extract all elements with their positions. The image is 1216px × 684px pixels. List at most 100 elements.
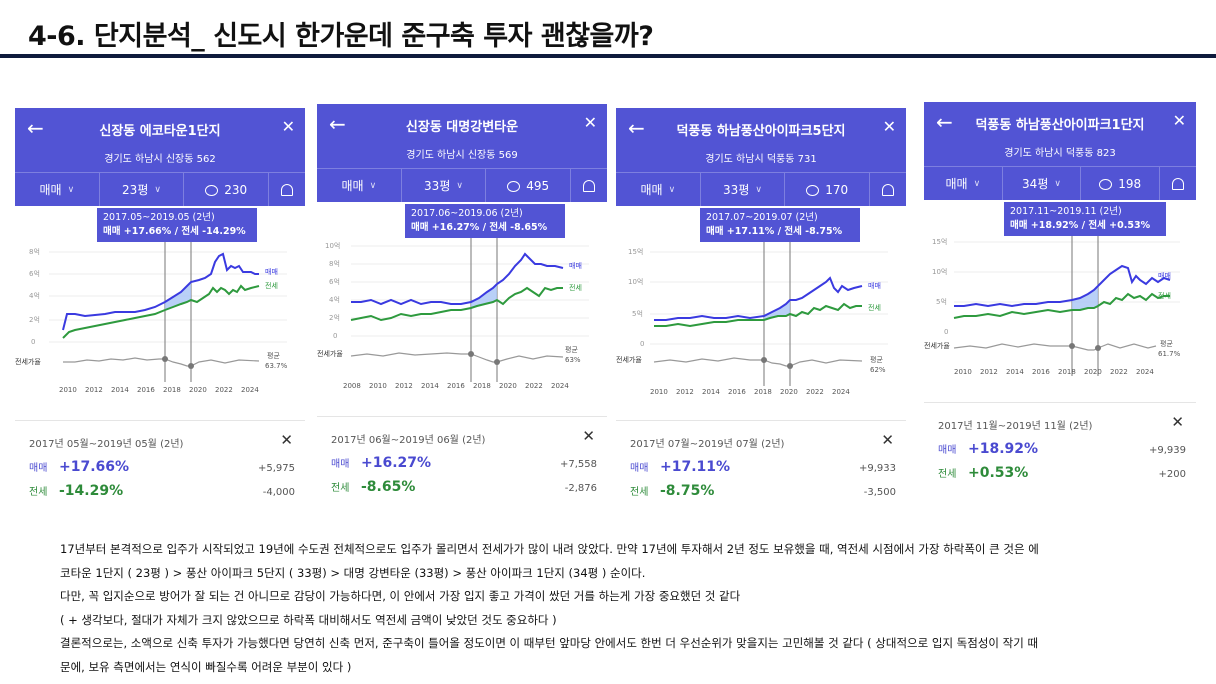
y-tick: 8억: [29, 248, 40, 256]
price-chart[interactable]: 15억 10억 5억 0 매매 전세 전세가율 평균 61.7% 2010 20…: [924, 236, 1196, 402]
price-chart[interactable]: 8억 6억 4억 2억 0 매매 전세 전세가율 평균 63.7% 2010 2…: [15, 242, 305, 408]
price-chart[interactable]: 10억 8억 6억 4억 2억 0 매매 전세 전세가율 평균 63% 2008…: [317, 238, 607, 404]
close-icon[interactable]: ✕: [582, 427, 595, 445]
alarm-button[interactable]: [1160, 167, 1196, 200]
deal-type-select[interactable]: 매매 ∨: [616, 173, 701, 206]
note-line: 결론적으로는, 소액으로 신축 투자가 가능했다면 당연히 신축 먼저, 준구축…: [60, 636, 1039, 650]
trade-amount: +7,558: [559, 459, 597, 470]
y-tick: 0: [944, 328, 948, 336]
back-arrow-icon[interactable]: ←: [329, 112, 346, 136]
y-tick: 2억: [29, 316, 40, 324]
x-tick: 2024: [241, 386, 259, 394]
tooltip-period: 2017.07~2019.07 (2년): [706, 212, 818, 223]
price-chart-svg: 8억 6억 4억 2억 0 매매 전세 전세가율 평균 63.7% 2010 2…: [15, 242, 288, 394]
price-chart-svg: 15억 10억 5억 0 매매 전세 전세가율 평균 62% 2010 2012…: [616, 242, 888, 396]
tooltip-change: 매매 +18.92% / 전세 +0.53%: [1010, 220, 1151, 231]
back-arrow-icon[interactable]: ←: [27, 116, 44, 140]
period-tooltip: 2017.07~2019.07 (2년) 매매 +17.11% / 전세 -8.…: [700, 208, 860, 242]
trade-line: [654, 276, 863, 321]
ratio-label: 전세가율: [616, 355, 642, 364]
x-tick: 2018: [1058, 368, 1076, 376]
x-tick: 2014: [421, 382, 439, 390]
x-tick: 2016: [728, 388, 746, 396]
chevron-down-icon: ∨: [755, 184, 762, 195]
tooltip-period: 2017.06~2019.06 (2년): [411, 208, 523, 219]
back-arrow-icon[interactable]: ←: [936, 110, 953, 134]
trade-amount: +5,975: [257, 463, 295, 474]
comments-button[interactable]: 230: [184, 173, 270, 206]
y-tick: 5억: [632, 310, 643, 318]
page-title: 4-6. 단지분석_ 신도시 한가운데 준구축 투자 괜찮을까?: [28, 21, 654, 52]
deal-type-select[interactable]: 매매 ∨: [924, 167, 1003, 200]
trade-line: [351, 252, 564, 306]
close-icon[interactable]: ✕: [583, 113, 597, 132]
deal-type-select[interactable]: 매매 ∨: [317, 169, 402, 202]
x-tick: 2022: [215, 386, 233, 394]
alarm-button[interactable]: [269, 173, 305, 206]
close-icon[interactable]: ✕: [280, 431, 293, 449]
period-summary: 2017년 07월~2019년 07월 (2년) ✕ 매매 +17.11% +9…: [616, 420, 906, 504]
period-end-dot: [494, 359, 500, 365]
note-line: 다만, 꼭 입지순으로 방어가 잘 되는 건 아니므로 감당이 가능하다면, 이…: [60, 589, 741, 603]
trade-summary-row: 매매 +16.27% +7,558: [331, 455, 597, 471]
close-icon[interactable]: ✕: [881, 431, 894, 449]
ratio-line: [350, 352, 564, 363]
trade-change: +18.92%: [968, 441, 1039, 457]
trade-amount: +9,933: [858, 463, 896, 474]
y-tick: 8억: [329, 260, 340, 268]
y-tick: 4억: [29, 292, 40, 300]
y-tick: 0: [31, 338, 35, 346]
close-icon[interactable]: ✕: [882, 117, 896, 136]
period-tooltip: 2017.06~2019.06 (2년) 매매 +16.27% / 전세 -8.…: [405, 204, 565, 238]
note-line: ( + 생각보다, 절대가 자체가 크지 않았으므로 하락폭 대비해서도 역전세…: [60, 612, 557, 627]
y-tick: 15억: [932, 238, 947, 246]
trade-change: +17.66%: [59, 459, 130, 475]
comment-bubble-icon: [1099, 179, 1113, 190]
complex-title: 신장동 에코타운1단지: [99, 124, 221, 139]
close-icon[interactable]: ✕: [1171, 413, 1184, 431]
summary-period: 2017년 06월~2019년 06월 (2년): [331, 435, 486, 446]
comments-button[interactable]: 170: [785, 173, 871, 206]
size-select[interactable]: 33평 ∨: [701, 173, 786, 206]
chevron-down-icon: ∨: [668, 184, 676, 195]
x-tick: 2014: [1006, 368, 1024, 376]
x-tick: 2010: [369, 382, 387, 390]
comments-button[interactable]: 495: [486, 169, 572, 202]
ratio-line: [63, 357, 260, 367]
apartment-card-2: ← 덕풍동 하남풍산아이파크5단지 ✕ 경기도 하남시 덕풍동 731 매매 ∨ …: [616, 108, 906, 504]
size-select[interactable]: 23평 ∨: [100, 173, 185, 206]
bell-icon: [882, 183, 895, 196]
trade-legend: 매매: [569, 262, 582, 270]
close-icon[interactable]: ✕: [281, 117, 295, 136]
card-header: ← 신장동 에코타운1단지 ✕ 경기도 하남시 신장동 562 매매 ∨ 23평 ∨…: [15, 108, 305, 206]
ratio-label: 전세가율: [15, 357, 41, 366]
period-end-dot: [1095, 345, 1101, 351]
close-icon[interactable]: ✕: [1172, 111, 1186, 130]
price-chart[interactable]: 15억 10억 5억 0 매매 전세 전세가율 평균 62% 2010 2012…: [616, 242, 906, 408]
analysis-notes: 17년부터 본격적으로 입주가 시작되었고 19년에 수도권 전체적으로도 입주…: [60, 538, 1170, 679]
y-tick: 6억: [329, 278, 340, 286]
back-arrow-icon[interactable]: ←: [628, 116, 645, 140]
summary-period: 2017년 05월~2019년 05월 (2년): [29, 439, 184, 450]
lease-legend: 전세: [1158, 291, 1171, 300]
bell-icon: [583, 179, 596, 192]
deal-type-select[interactable]: 매매 ∨: [15, 173, 100, 206]
x-tick: 2010: [59, 386, 77, 394]
alarm-button[interactable]: [870, 173, 906, 206]
size-select[interactable]: 33평 ∨: [402, 169, 487, 202]
period-start-dot: [162, 356, 168, 362]
bell-icon: [281, 183, 294, 196]
y-tick: 4억: [329, 296, 340, 304]
note-line: 코타운 1단지 ( 23평 ) > 풍산 아이파크 5단지 ( 33평) > 대…: [60, 565, 646, 580]
lease-amount: -4,000: [262, 487, 295, 498]
trade-amount: +9,939: [1148, 445, 1186, 456]
comments-button[interactable]: 198: [1081, 167, 1161, 200]
tooltip-change: 매매 +17.11% / 전세 -8.75%: [706, 226, 843, 237]
avg-value: 63.7%: [265, 362, 288, 370]
trade-legend: 매매: [265, 268, 278, 276]
alarm-button[interactable]: [571, 169, 607, 202]
size-select[interactable]: 34평 ∨: [1003, 167, 1082, 200]
x-tick: 2016: [447, 382, 465, 390]
complex-title: 덕풍동 하남풍산아이파크1단지: [975, 118, 1145, 133]
summary-period: 2017년 07월~2019년 07월 (2년): [630, 439, 785, 450]
